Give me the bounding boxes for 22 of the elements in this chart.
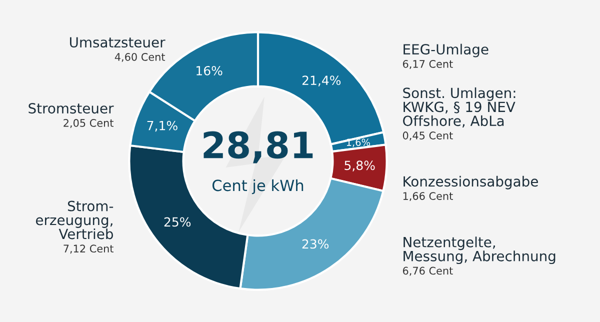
slice-label: Strom- erzeugung, Vertrieb: [36, 200, 114, 240]
slice-label: Netzentgelte, Messung, Abrechnung: [404, 236, 556, 264]
data-label: 0,45 Cent: [402, 132, 453, 140]
slice-label: Stromsteuer: [28, 103, 114, 114]
text: Cent je kWh: [212, 179, 304, 194]
text: 28,81: [204, 131, 313, 164]
data-label: 6,76 Cent: [402, 266, 453, 276]
data-label: 4,60 Cent: [114, 52, 166, 62]
text: 5,8%: [344, 160, 375, 172]
slice-label: Umsatzsteuer: [70, 37, 166, 48]
data-label: 6,17 Cent: [402, 60, 453, 69]
text: 25%: [164, 217, 191, 227]
text: 16%: [196, 66, 222, 76]
slice-label: Sonst. Umlagen: KWKG, § 19 NEV Offshore, AbLa: [403, 87, 516, 128]
slice-label: EEG-Umlage: [404, 44, 488, 58]
slice-label: Konzessionsabgabe: [404, 176, 538, 190]
text: 7,1%: [147, 120, 178, 132]
data-label: 1,66 Cent: [403, 192, 453, 202]
data-label: 7,12 Cent: [64, 244, 114, 254]
text: 21,4%: [302, 76, 341, 86]
text: 23%: [302, 239, 329, 249]
data-label: 2,05 Cent: [64, 119, 114, 128]
